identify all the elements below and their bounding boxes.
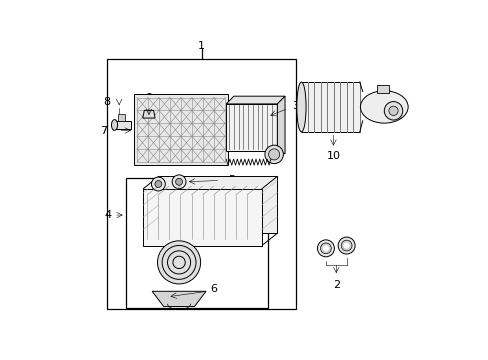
Ellipse shape (360, 91, 407, 123)
Text: 4: 4 (104, 210, 112, 220)
Bar (376, 85, 388, 93)
Circle shape (384, 102, 402, 120)
Circle shape (268, 149, 279, 160)
Bar (225, 104, 277, 151)
Bar (134, 94, 227, 165)
Circle shape (338, 237, 354, 254)
Bar (125, 177, 267, 308)
Polygon shape (225, 96, 285, 104)
Text: 5: 5 (227, 175, 235, 185)
Circle shape (317, 240, 334, 257)
Ellipse shape (296, 82, 305, 132)
Polygon shape (142, 111, 155, 118)
Circle shape (323, 246, 328, 251)
Text: 2: 2 (332, 280, 339, 290)
Polygon shape (159, 176, 277, 233)
Circle shape (155, 181, 162, 188)
Text: 3: 3 (291, 102, 299, 111)
Circle shape (343, 243, 348, 248)
Bar (114, 121, 131, 129)
Bar (106, 59, 295, 309)
Text: 8: 8 (103, 97, 110, 107)
Text: 1: 1 (198, 41, 205, 51)
Circle shape (341, 240, 351, 251)
Circle shape (172, 175, 185, 189)
Text: 6: 6 (210, 284, 217, 294)
Text: 10: 10 (326, 151, 340, 161)
Polygon shape (152, 291, 205, 306)
Text: 9: 9 (145, 93, 152, 103)
Bar (118, 114, 125, 121)
Polygon shape (143, 189, 262, 246)
Circle shape (320, 243, 331, 254)
Circle shape (175, 178, 182, 185)
Circle shape (264, 145, 283, 164)
Circle shape (151, 177, 165, 191)
Circle shape (388, 106, 397, 116)
Ellipse shape (111, 120, 118, 130)
Bar (301, 82, 359, 132)
Text: 7: 7 (100, 126, 107, 135)
Polygon shape (277, 96, 285, 154)
Circle shape (157, 241, 200, 284)
